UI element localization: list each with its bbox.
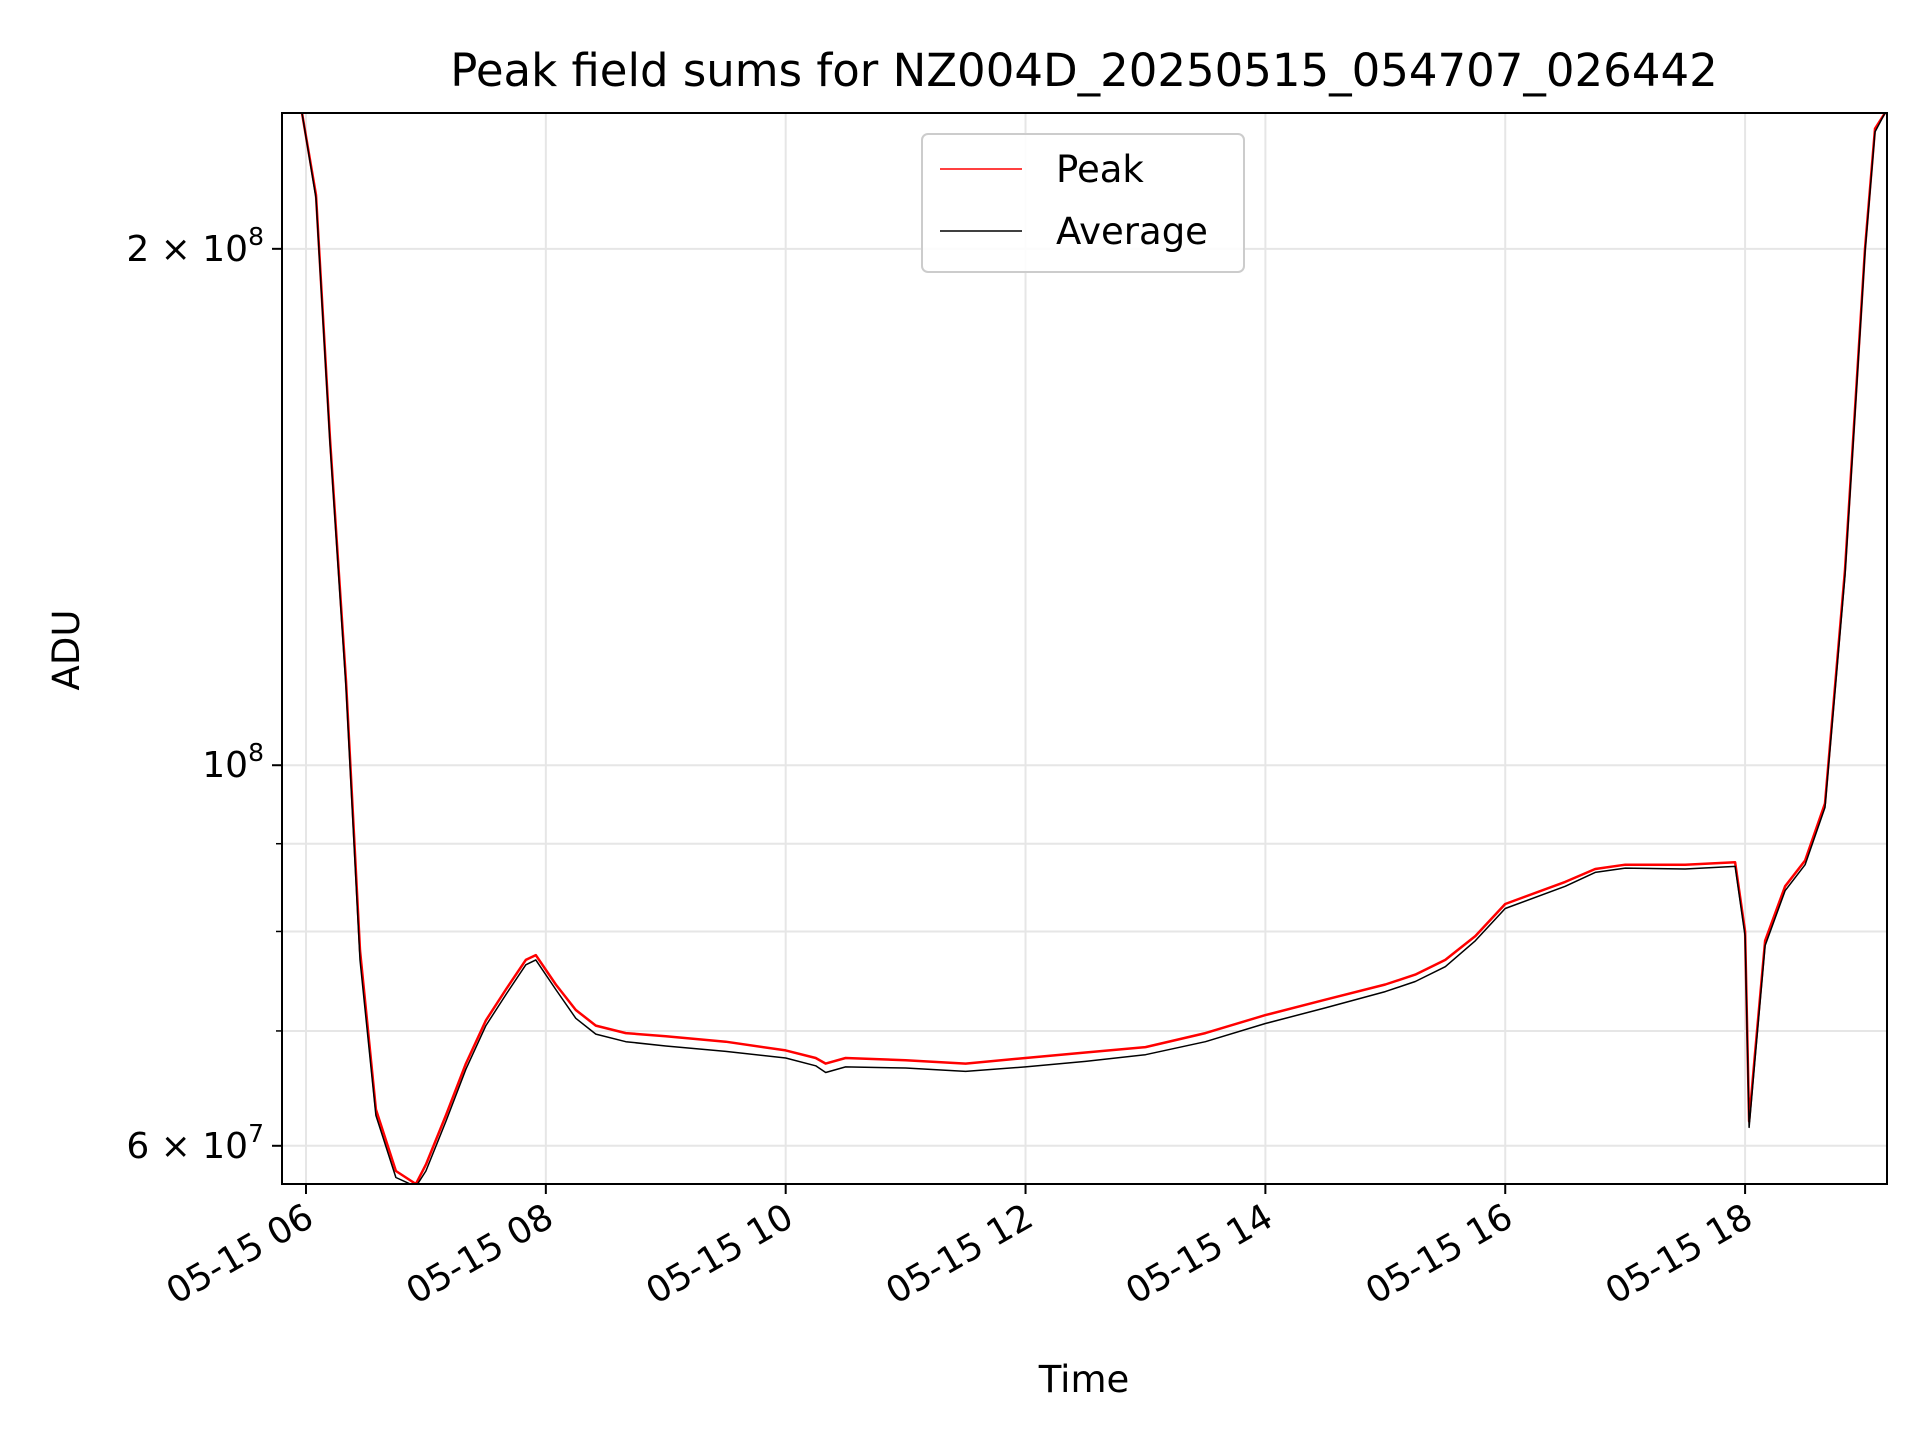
x-axis-label: Time bbox=[1038, 1358, 1130, 1401]
y-tick-label: 6 × 107 bbox=[126, 1119, 264, 1167]
legend: Peak Average bbox=[921, 133, 1245, 273]
grid bbox=[282, 113, 1887, 1184]
y-tick-label: 108 bbox=[202, 738, 264, 786]
series-layer bbox=[300, 113, 1887, 1184]
legend-label-average: Average bbox=[1056, 210, 1208, 253]
y-axis-label: ADU bbox=[45, 610, 88, 691]
y-axis-ticks: 6 × 107 108 2 × 108 bbox=[126, 222, 282, 1167]
plot-area bbox=[281, 112, 1888, 1185]
y-tick-label: 2 × 108 bbox=[126, 222, 264, 270]
chart-title: Peak field sums for NZ004D_20250515_0547… bbox=[450, 44, 1717, 97]
series-line-average bbox=[301, 113, 1886, 1184]
legend-label-peak: Peak bbox=[1056, 148, 1144, 191]
